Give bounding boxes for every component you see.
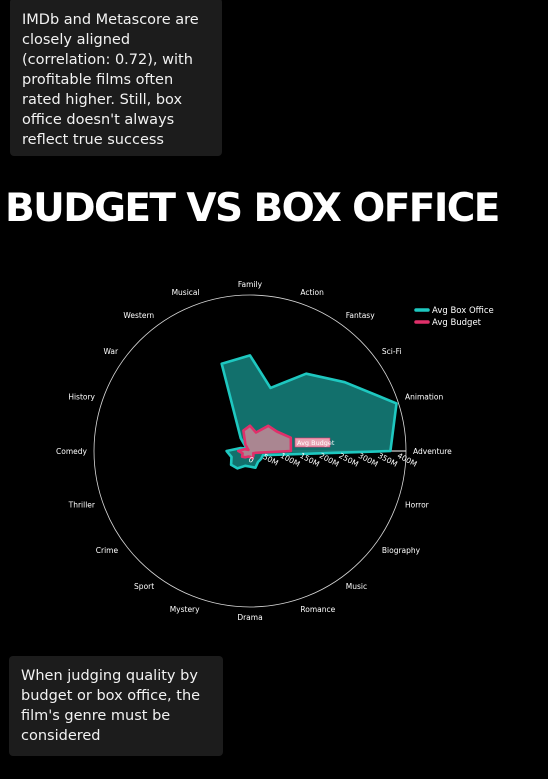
category-label-adventure: Adventure xyxy=(413,447,452,456)
insight-note-top: IMDb and Metascore are closely aligned (… xyxy=(10,0,222,156)
category-label-biography: Biography xyxy=(382,546,421,555)
category-label-history: History xyxy=(68,393,95,402)
radial-tick-label: 250M xyxy=(337,451,360,469)
category-label-fantasy: Fantasy xyxy=(346,311,375,320)
radar-series xyxy=(220,354,398,470)
insight-note-top-text: IMDb and Metascore are closely aligned (… xyxy=(22,12,199,148)
category-label-music: Music xyxy=(346,582,367,591)
hover-label-box xyxy=(294,437,331,448)
series-area-avg-budget[interactable] xyxy=(237,424,293,460)
radial-tick-label: 350M xyxy=(376,451,399,469)
section-title: BUDGET VS BOX OFFICE xyxy=(5,186,500,231)
category-label-romance: Romance xyxy=(300,605,335,614)
legend-label-avg-budget[interactable]: Avg Budget xyxy=(432,318,482,328)
chart-legend[interactable]: Avg Box Office Avg Budget xyxy=(414,306,494,328)
insight-note-bottom-text: When judging quality by budget or box of… xyxy=(21,668,201,744)
hover-label-text: Avg Budget xyxy=(297,439,335,447)
category-label-mystery: Mystery xyxy=(170,605,200,614)
radar-axis-labels: Adventure Animation Sci-Fi Fantasy Action Fam… xyxy=(56,280,452,622)
radar-chart: Adventure Animation Sci-Fi Fantasy Action Fam… xyxy=(56,280,494,622)
category-label-western: Western xyxy=(123,311,154,320)
category-label-sport: Sport xyxy=(134,582,154,591)
category-label-war: War xyxy=(103,347,119,356)
category-label-action: Action xyxy=(300,288,324,297)
category-label-thriller: Thriller xyxy=(68,500,96,509)
radial-tick-label: 0 xyxy=(247,455,256,465)
category-label-sci-fi: Sci-Fi xyxy=(382,347,402,356)
category-label-animation: Animation xyxy=(405,393,443,402)
category-label-drama: Drama xyxy=(237,613,262,622)
radial-tick-label: 300M xyxy=(357,451,380,469)
category-label-family: Family xyxy=(238,280,263,289)
insight-note-bottom: When judging quality by budget or box of… xyxy=(9,656,223,756)
category-label-horror: Horror xyxy=(405,500,430,509)
hover-label: Avg Budget xyxy=(294,437,335,448)
legend-label-avg-box-office[interactable]: Avg Box Office xyxy=(432,306,494,316)
category-label-musical: Musical xyxy=(172,288,200,297)
category-label-comedy: Comedy xyxy=(56,447,88,456)
category-label-crime: Crime xyxy=(96,546,119,555)
